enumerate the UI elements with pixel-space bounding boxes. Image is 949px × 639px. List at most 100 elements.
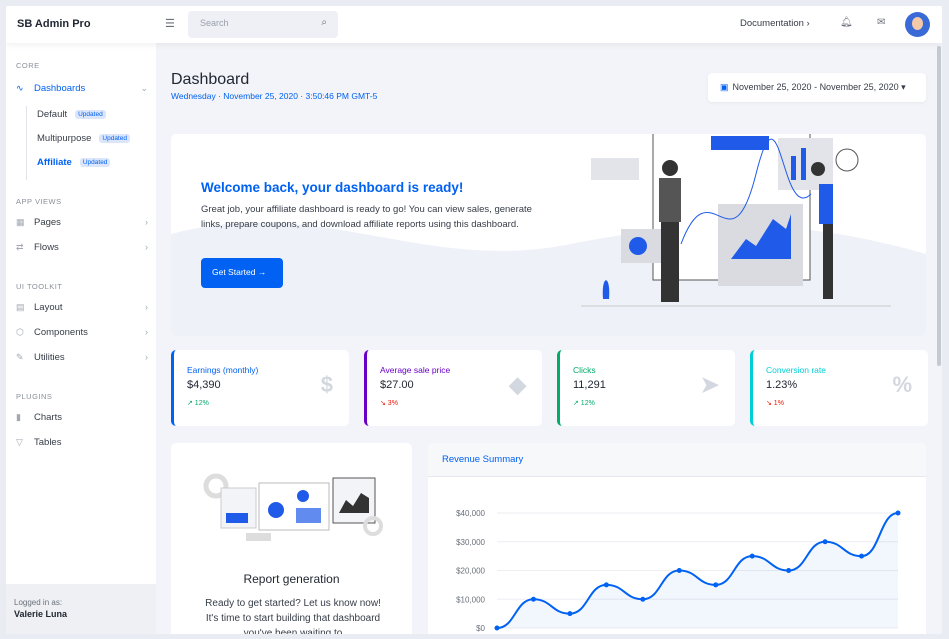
label: Layout xyxy=(34,302,63,313)
search-placeholder: Search xyxy=(200,18,229,28)
label: Utilities xyxy=(34,352,65,363)
search-icon[interactable]: ⌕ xyxy=(321,17,327,28)
page-title: Dashboard xyxy=(171,71,250,88)
calendar-icon: ▣ xyxy=(720,82,729,92)
data-point xyxy=(603,582,609,588)
label: Components xyxy=(34,327,88,338)
percent-icon: % xyxy=(892,372,912,397)
activity-icon: ∿ xyxy=(16,83,24,93)
layout-icon: ▤ xyxy=(16,302,25,312)
repeat-icon: ⇄ xyxy=(16,242,24,252)
bell-icon[interactable]: 🔔︎ xyxy=(840,17,853,28)
data-point xyxy=(494,625,500,631)
dashboard-illustration xyxy=(581,134,891,307)
welcome-title: Welcome back, your dashboard is ready! xyxy=(201,180,464,195)
scrollbar[interactable] xyxy=(937,46,941,366)
sidebar-item-dashboards[interactable]: ∿ Dashboards ⌄ xyxy=(16,83,148,97)
sidebar-item-pages[interactable]: ▦ Pages › xyxy=(16,217,148,231)
y-tick-label: $0 xyxy=(476,624,485,633)
app-window: SB Admin Pro ☰ Search ⌕ Documentation › 🔔… xyxy=(6,6,942,634)
y-tick-label: $20,000 xyxy=(456,567,485,576)
divider xyxy=(26,106,27,180)
label: Multipurpose xyxy=(37,133,92,144)
chevron-right-icon: › xyxy=(145,302,148,312)
stat-card[interactable]: Average sale price $27.00 ↘ 3% ◆ xyxy=(364,350,542,426)
data-point xyxy=(567,611,573,617)
stat-value: 11,291 xyxy=(573,379,606,391)
sidebar-item-default[interactable]: Default Updated xyxy=(37,109,106,120)
stat-value: $27.00 xyxy=(380,379,414,391)
chevron-right-icon: › xyxy=(145,327,148,337)
sidebar-item-flows[interactable]: ⇄ Flows › xyxy=(16,242,148,256)
revenue-summary-card: Revenue Summary $0 $10,000 $20,000 $30,000 $… xyxy=(428,443,926,634)
dollar-icon: $ xyxy=(320,372,333,397)
label: Flows xyxy=(34,242,59,253)
date-range-picker[interactable]: ▣ November 25, 2020 - November 25, 2020 ▾ xyxy=(708,73,926,102)
menu-toggle-icon[interactable]: ☰ xyxy=(165,18,175,30)
pointer-icon: ➤ xyxy=(700,372,719,397)
get-started-button[interactable]: Get Started → xyxy=(201,258,283,288)
stat-card[interactable]: Earnings (monthly) $4,390 ↗ 12% $ xyxy=(171,350,349,426)
welcome-card: Welcome back, your dashboard is ready! G… xyxy=(171,134,926,336)
bar-chart-icon: ▮ xyxy=(16,412,21,422)
chevron-right-icon: › xyxy=(145,352,148,362)
y-tick-label: $30,000 xyxy=(456,538,485,547)
data-point xyxy=(895,510,901,516)
area-fill xyxy=(497,513,898,628)
stat-value: 1.23% xyxy=(766,379,798,391)
section-app-views: APP VIEWS xyxy=(16,197,62,206)
data-point xyxy=(859,553,865,559)
sidebar-item-affiliate[interactable]: Affiliate Updated xyxy=(37,157,111,168)
label: Pages xyxy=(34,217,61,228)
data-point xyxy=(786,568,792,573)
report-title: Report generation xyxy=(243,572,340,586)
label: Tables xyxy=(34,437,62,448)
sidebar-item-multipurpose[interactable]: Multipurpose Updated xyxy=(37,133,130,144)
documentation-link[interactable]: Documentation › xyxy=(740,18,810,29)
sidebar-item-components[interactable]: ⬡ Components › xyxy=(16,327,148,341)
y-tick-label: $40,000 xyxy=(456,509,485,518)
updated-badge: Updated xyxy=(79,158,111,167)
section-plugins: PLUGINS xyxy=(16,392,53,401)
logged-in-label: Logged in as: xyxy=(14,598,63,607)
package-icon: ⬡ xyxy=(16,327,24,337)
user-name: Valerie Luna xyxy=(14,609,68,619)
topbar: SB Admin Pro ☰ Search ⌕ Documentation › 🔔… xyxy=(6,6,942,43)
welcome-text: Great job, your affiliate dashboard is r… xyxy=(201,204,532,230)
stat-card[interactable]: Conversion rate 1.23% ↘ 1%% xyxy=(750,350,928,426)
sidebar-footer: Logged in as: Valerie Luna xyxy=(6,584,156,634)
section-core: CORE xyxy=(16,61,40,70)
search-input[interactable]: Search ⌕ xyxy=(188,11,338,38)
data-point xyxy=(749,553,755,559)
avatar[interactable] xyxy=(905,12,930,37)
report-text: Ready to get started? Let us know now! I… xyxy=(205,598,381,634)
grid-icon: ▦ xyxy=(16,217,25,227)
date-range-value: November 25, 2020 - November 25, 2020 ▾ xyxy=(732,82,906,92)
stat-title: Average sale price xyxy=(380,365,451,375)
stat-title: Conversion rate xyxy=(766,365,827,375)
stat-card[interactable]: Clicks 11,291 ↗ 12% ➤ xyxy=(557,350,735,426)
stat-title: Earnings (monthly) xyxy=(187,365,259,375)
tool-icon: ✎ xyxy=(16,352,24,362)
revenue-summary-title: Revenue Summary xyxy=(428,443,926,477)
data-point xyxy=(676,568,682,573)
chevron-down-icon: ⌄ xyxy=(140,83,148,93)
data-point xyxy=(640,596,646,602)
tag-icon: ◆ xyxy=(509,372,526,397)
brand[interactable]: SB Admin Pro xyxy=(17,18,91,30)
sidebar-item-utilities[interactable]: ✎ Utilities › xyxy=(16,352,148,366)
chevron-right-icon: › xyxy=(145,217,148,227)
sidebar-item-layout[interactable]: ▤ Layout › xyxy=(16,302,148,316)
updated-badge: Updated xyxy=(99,134,130,143)
y-tick-label: $10,000 xyxy=(456,595,485,604)
sidebar-item-tables[interactable]: ▽ Tables xyxy=(16,437,148,451)
data-point xyxy=(530,596,536,602)
stat-title: Clicks xyxy=(573,365,596,375)
stat-delta: ↘ 3% xyxy=(380,400,398,407)
report-card: Report generation Ready to get started? … xyxy=(171,443,412,634)
label: Dashboards xyxy=(34,83,86,94)
mail-icon[interactable]: ✉ xyxy=(877,17,886,28)
updated-badge: Updated xyxy=(75,110,106,119)
sidebar-item-charts[interactable]: ▮ Charts xyxy=(16,412,148,426)
label: Default xyxy=(37,109,68,120)
